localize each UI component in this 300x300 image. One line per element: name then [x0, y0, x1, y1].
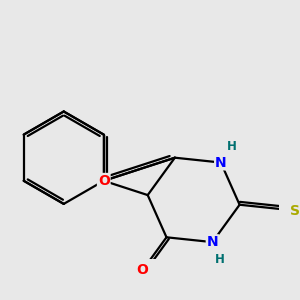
Text: O: O [137, 263, 148, 277]
Text: N: N [207, 235, 218, 249]
Text: H: H [215, 253, 225, 266]
Text: H: H [227, 140, 237, 154]
Text: O: O [98, 174, 110, 188]
Text: S: S [290, 203, 300, 218]
Text: N: N [215, 155, 226, 170]
